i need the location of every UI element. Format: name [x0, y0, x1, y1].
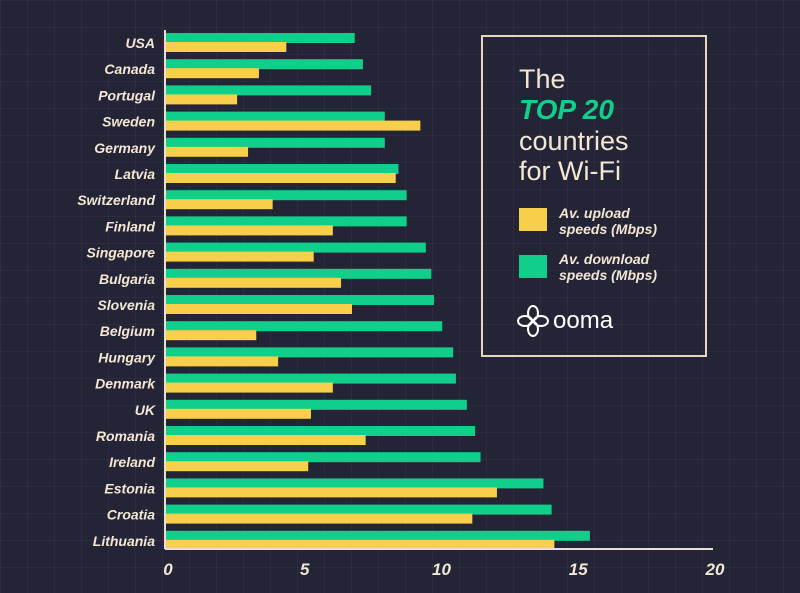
- upload-bar: [166, 539, 555, 550]
- upload-bar: [166, 408, 311, 419]
- upload-bar: [166, 330, 257, 341]
- upload-bar: [166, 304, 352, 314]
- category-label: Lithuania: [93, 533, 155, 549]
- download-bar: [166, 373, 456, 384]
- download-bar: [166, 33, 355, 43]
- upload-bar: [166, 94, 238, 105]
- flower-icon: [517, 305, 549, 337]
- category-label: Latvia: [115, 166, 156, 182]
- x-tick-label: 10: [432, 560, 451, 579]
- legend-box: The TOP 20 countries for Wi-Fi Av. uploa…: [481, 35, 707, 357]
- title-line: for Wi-Fi: [519, 156, 621, 186]
- upload-bar: [166, 251, 314, 262]
- download-bar: [166, 59, 363, 70]
- download-bar: [166, 242, 426, 253]
- legend-label-upload: Av. upload speeds (Mbps): [559, 205, 657, 237]
- category-label: Ireland: [109, 454, 155, 470]
- legend-swatch-download: [519, 255, 547, 278]
- download-bar: [166, 452, 481, 463]
- upload-bar: [166, 199, 273, 210]
- ooma-logo: ooma: [517, 305, 613, 337]
- category-label: Denmark: [95, 376, 156, 392]
- category-label: UK: [135, 402, 156, 418]
- logo-text: ooma: [553, 307, 614, 334]
- category-label: Portugal: [98, 87, 156, 103]
- upload-bar: [166, 120, 421, 131]
- legend-text: speeds (Mbps): [559, 221, 658, 237]
- upload-bar: [166, 435, 366, 445]
- x-tick-label: 15: [569, 560, 588, 579]
- category-label: Switzerland: [77, 192, 155, 208]
- title-line: countries: [519, 126, 629, 156]
- download-bar: [166, 268, 432, 279]
- download-bar: [166, 137, 385, 148]
- category-label: Romania: [96, 428, 155, 444]
- category-label: Belgium: [100, 323, 155, 339]
- upload-bar: [166, 382, 333, 393]
- download-bar: [166, 164, 399, 174]
- download-bar: [166, 85, 372, 96]
- category-label: USA: [125, 35, 155, 51]
- upload-bar: [166, 356, 279, 367]
- upload-bar: [166, 461, 309, 472]
- download-bar: [166, 426, 476, 436]
- legend-swatch-upload: [519, 208, 547, 231]
- download-bar: [166, 530, 590, 541]
- upload-bar: [166, 513, 473, 524]
- upload-bar: [166, 68, 259, 79]
- category-label: Finland: [105, 218, 155, 234]
- download-bar: [166, 399, 467, 410]
- upload-bar: [166, 42, 287, 52]
- category-label: Germany: [94, 140, 156, 156]
- upload-bar: [166, 487, 497, 498]
- download-bar: [166, 216, 407, 227]
- x-tick-label: 20: [705, 560, 725, 579]
- category-label: Bulgaria: [99, 271, 155, 287]
- download-bar: [166, 504, 552, 515]
- category-label: Sweden: [102, 114, 155, 130]
- legend-text: Av. download: [559, 251, 650, 267]
- title-highlight: TOP 20: [519, 94, 614, 125]
- category-label: Estonia: [104, 480, 155, 496]
- category-label: Canada: [104, 61, 155, 77]
- download-bar: [166, 190, 407, 201]
- download-bar: [166, 347, 454, 358]
- upload-bar: [166, 173, 396, 183]
- category-label: Croatia: [107, 507, 155, 523]
- download-bar: [166, 111, 385, 122]
- download-bar: [166, 321, 443, 332]
- legend-label-download: Av. download speeds (Mbps): [559, 251, 657, 283]
- download-bar: [166, 478, 544, 489]
- upload-bar: [166, 146, 249, 157]
- upload-bar: [166, 225, 333, 236]
- upload-bar: [166, 277, 342, 288]
- legend-text: speeds (Mbps): [559, 267, 658, 283]
- title-line: The: [519, 64, 566, 94]
- category-label: Slovenia: [97, 297, 155, 313]
- category-label: Hungary: [98, 349, 156, 365]
- legend-text: Av. upload: [559, 205, 630, 221]
- download-bar: [166, 295, 435, 305]
- x-tick-label: 0: [163, 560, 173, 579]
- x-tick-label: 5: [300, 560, 310, 579]
- category-label: Singapore: [87, 245, 156, 261]
